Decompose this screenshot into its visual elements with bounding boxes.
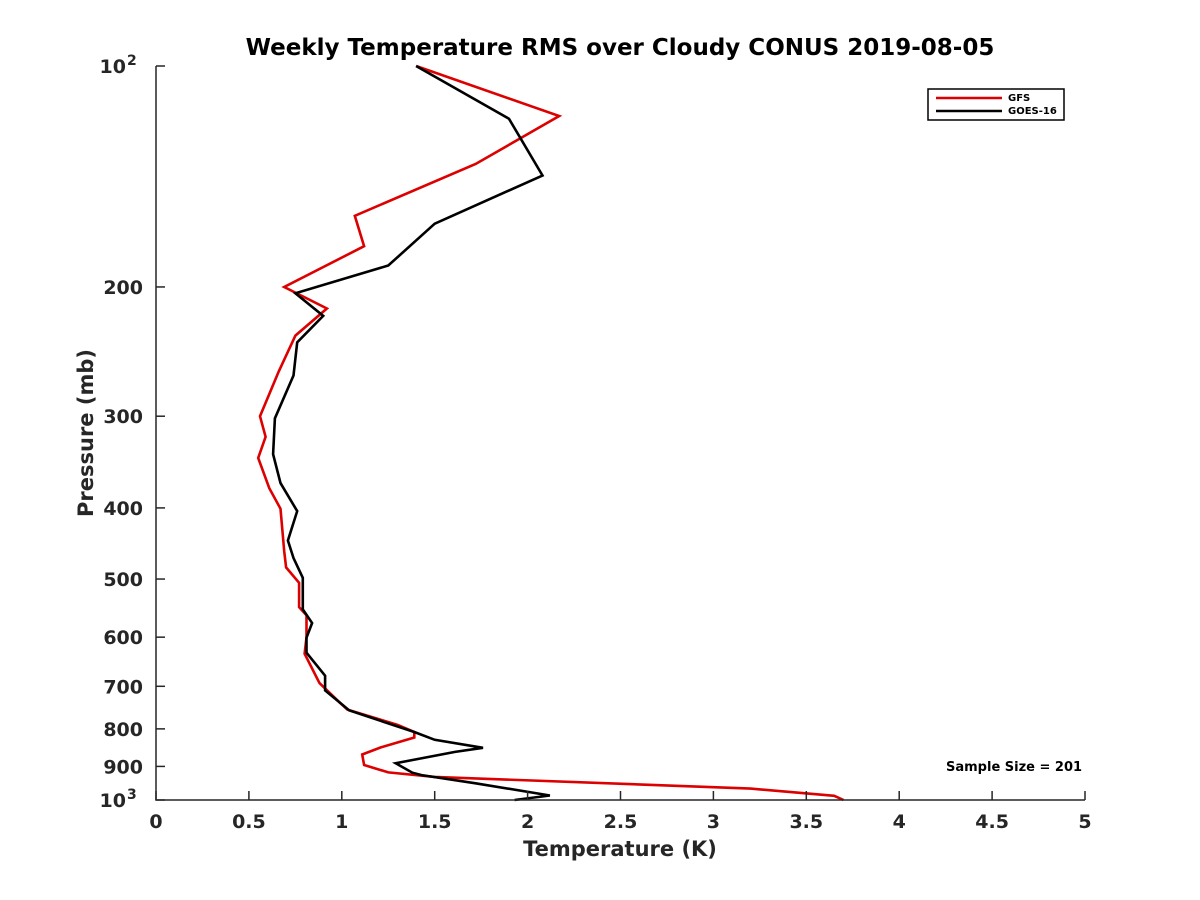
- x-tick-label: 1.5: [418, 811, 452, 833]
- x-tick-label: 5: [1078, 811, 1091, 833]
- legend-label-goes16: GOES-16: [1008, 106, 1057, 117]
- x-tick-label: 1: [335, 811, 348, 833]
- legend-label-gfs: GFS: [1008, 93, 1030, 104]
- plot-axes: [155, 66, 1085, 801]
- sample-size-annotation: Sample Size = 201: [946, 760, 1082, 775]
- series-line-gfs: [256, 64, 845, 802]
- x-tick-label: 4: [893, 811, 906, 833]
- x-tick-label: 4.5: [975, 811, 1009, 833]
- x-tick-label: 3: [707, 811, 720, 833]
- chart-title: Weekly Temperature RMS over Cloudy CONUS…: [246, 35, 995, 61]
- y-tick-label: 10: [100, 790, 126, 812]
- x-tick-label: 3.5: [789, 811, 823, 833]
- y-tick-exponent: 3: [127, 787, 137, 803]
- x-tick-label: 2.5: [604, 811, 638, 833]
- y-tick-label: 300: [103, 406, 143, 428]
- y-tick-label: 200: [103, 277, 143, 299]
- x-axis-label: Temperature (K): [523, 837, 717, 861]
- y-tick-label: 600: [103, 627, 143, 649]
- y-tick-label: 700: [103, 676, 143, 698]
- y-tick-label: 500: [103, 569, 143, 591]
- y-tick-label: 800: [103, 719, 143, 741]
- y-tick-label: 900: [103, 756, 143, 778]
- legend-box: [927, 88, 1065, 121]
- y-tick-label: 10: [100, 56, 126, 78]
- x-tick-label: 0: [149, 811, 162, 833]
- y-tick-exponent: 2: [127, 53, 137, 69]
- y-tick-label: 400: [103, 498, 143, 520]
- x-axis-ticks: 0 0.5 1 1.5 2 2.5 3 3.5 4 4.5 5: [149, 791, 1092, 833]
- x-tick-label: 2: [521, 811, 534, 833]
- legend: GFS GOES-16: [927, 88, 1065, 121]
- y-axis-label: Pressure (mb): [74, 349, 98, 517]
- series-layer: [256, 64, 845, 802]
- x-tick-label: 0.5: [232, 811, 266, 833]
- series-line-goes16: [271, 64, 551, 802]
